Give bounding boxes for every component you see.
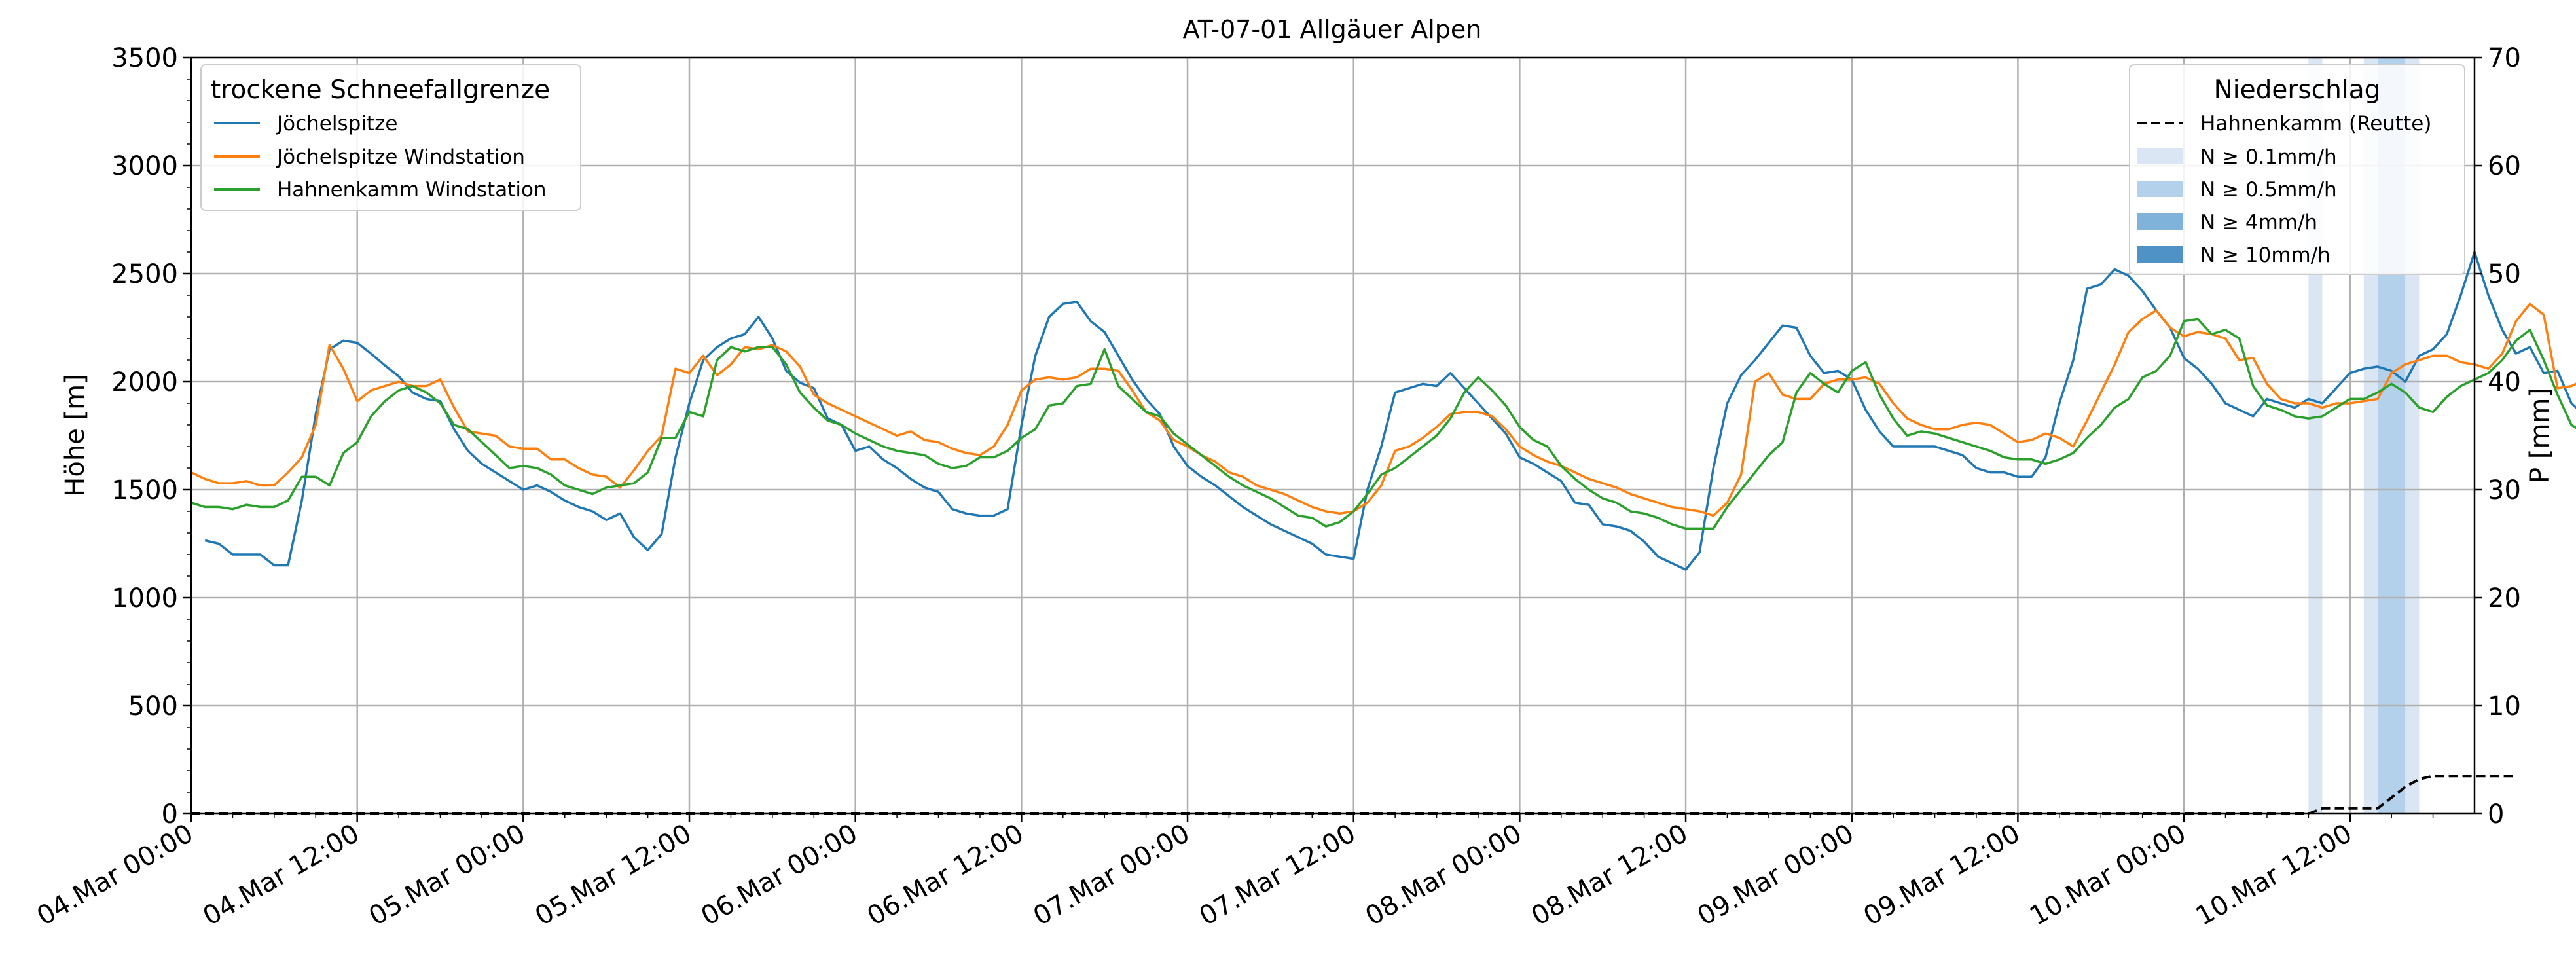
chart-title: AT-07-01 Allgäuer Alpen [1183, 15, 1482, 44]
y-tick-label-4: 2000 [111, 367, 178, 397]
legend-snowfall-title: trockene Schneefallgrenze [211, 75, 550, 105]
y-tick-label-3: 1500 [111, 475, 178, 505]
legend-swatch-n01 [2137, 148, 2183, 164]
y2-tick-label-6: 60 [2488, 151, 2521, 181]
legend-snowfall-box [200, 64, 581, 211]
legend-label-hahnenkamm-reutte: Hahnenkamm (Reutte) [2200, 112, 2431, 136]
y2-tick-label-5: 50 [2488, 259, 2521, 289]
legend-precip-title: Niederschlag [2214, 75, 2381, 105]
legend-label-joechelspitze-windstation: Jöchelspitze Windstation [276, 145, 525, 169]
y-tick-label-1: 500 [128, 691, 178, 721]
y2-tick-label-2: 20 [2488, 583, 2521, 613]
y2-tick-label-0: 0 [2488, 799, 2504, 830]
legend-label-n10: N ≥ 10mm/h [2200, 244, 2331, 267]
y-axis-label: Höhe [m] [60, 374, 90, 496]
legend-snowfall-limit: trockene Schneefallgrenze Jöchelspitze J… [200, 64, 581, 211]
legend-label-n05: N ≥ 0.5mm/h [2200, 178, 2337, 202]
legend-swatch-n4 [2137, 213, 2183, 230]
y2-tick-label-3: 30 [2488, 475, 2521, 505]
legend-label-joechelspitze: Jöchelspitze [276, 112, 397, 136]
legend-label-hahnenkamm-windstation: Hahnenkamm Windstation [277, 178, 547, 202]
series-line-1 [190, 302, 2576, 517]
legend-label-n4: N ≥ 4mm/h [2200, 211, 2317, 234]
legend-label-n01: N ≥ 0.1mm/h [2200, 145, 2337, 169]
y-tick-label-7: 3500 [111, 43, 178, 73]
y-tick-label-2: 1000 [111, 583, 178, 613]
legend-precipitation: Niederschlag Hahnenkamm (Reutte) N ≥ 0.1… [2129, 64, 2465, 275]
plot-frame [190, 56, 2476, 815]
y2-tick-label-7: 70 [2488, 43, 2521, 73]
series-lines [190, 251, 2576, 815]
y2-axis-label: P [mm] [2525, 388, 2555, 483]
y2-tick-label-1: 10 [2488, 691, 2521, 721]
legend-swatch-n10 [2137, 246, 2183, 263]
y2-tick-label-4: 40 [2488, 367, 2521, 397]
legend-swatch-n05 [2137, 181, 2183, 197]
series-line-0 [204, 251, 2576, 571]
y-tick-label-6: 3000 [111, 151, 178, 181]
y-tick-label-0: 0 [162, 799, 178, 830]
series-line-2 [190, 318, 2576, 530]
series-line-precip [191, 775, 2516, 815]
y-tick-label-5: 2500 [111, 259, 178, 289]
legend-precip-box [2129, 64, 2465, 275]
